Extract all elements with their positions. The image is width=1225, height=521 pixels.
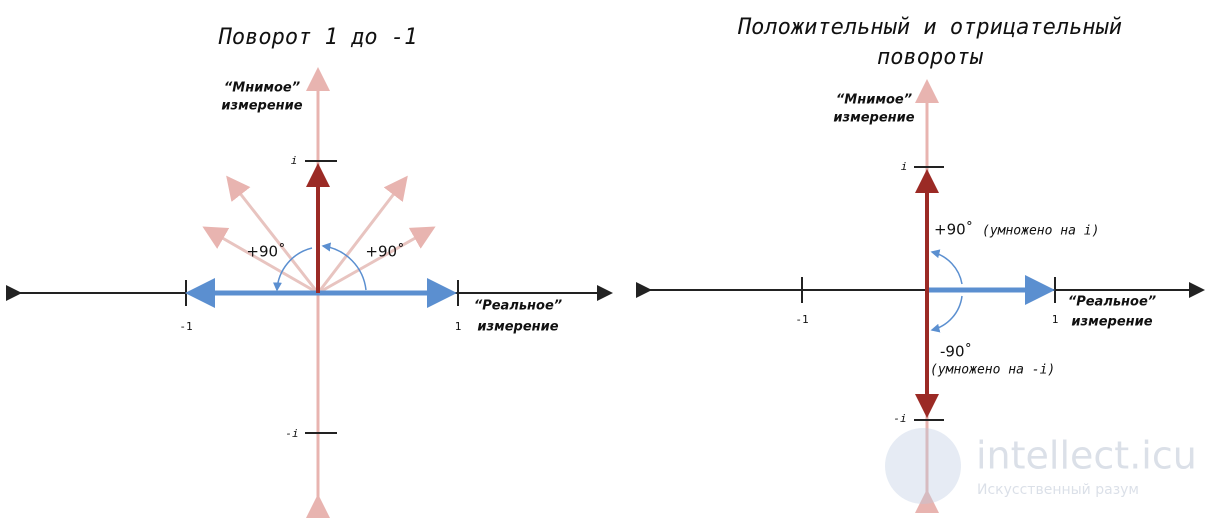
rotation-arc [321,242,367,291]
real-label: измерение [1071,315,1152,330]
tick-label: -1 [795,313,808,326]
faint-arrow [226,175,320,294]
real-label: измерение [477,320,558,335]
tick-label: 1 [1052,313,1059,326]
tick-label: -i [893,412,906,425]
imaginary-label: “Мнимое” [836,93,912,108]
watermark-logo [885,428,961,504]
rotation-arc [272,247,313,292]
tick-label: i [901,160,908,173]
imaginary-label: измерение [221,99,302,114]
angle-label: -90˚ [940,343,972,361]
tick-label: -i [285,427,298,440]
angle-note: (умножено на i) [982,224,1099,239]
real-label: “Реальное” [1068,295,1156,310]
angle-note: (умножено на -i) [930,363,1055,378]
imaginary-label: измерение [833,111,914,126]
imaginary-label: “Мнимое” [224,81,300,96]
watermark-name: intellect.icu [976,434,1197,478]
title: Положительный и отрицательный [737,15,1122,40]
rotation-arc [930,295,963,333]
left-panel: Поворот 1 до -1 “Мнимое” измерение “Реал… [6,25,613,518]
angle-label: +90˚ [934,221,973,239]
watermark: intellect.icu Искусственный разум [885,428,1197,504]
watermark-tagline: Искусственный разум [977,482,1139,498]
faint-arrow [202,226,319,295]
tick-label: -1 [179,320,192,333]
angle-label: +90˚ [365,243,404,261]
title: повороты [877,45,984,70]
faint-arrow [316,175,408,294]
tick-label: 1 [455,320,462,333]
right-panel: Положительный и отрицательный повороты “… [636,15,1205,513]
faint-arrow [317,226,436,295]
angle-label: +90˚ [246,243,285,261]
title: Поворот 1 до -1 [218,25,418,50]
tick-label: i [291,154,298,167]
rotation-arc [930,249,963,285]
real-label: “Реальное” [474,299,562,314]
